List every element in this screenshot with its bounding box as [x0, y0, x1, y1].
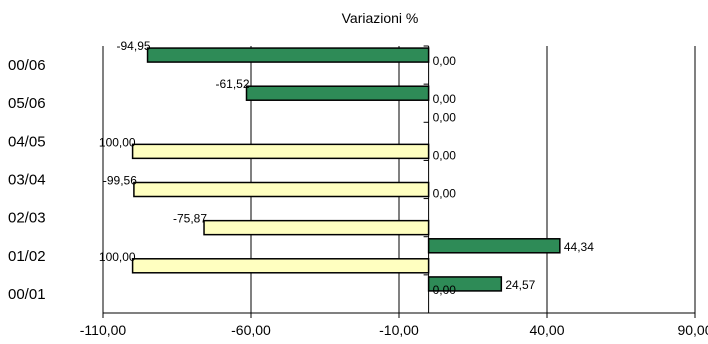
category-label: 03/04 [8, 172, 46, 189]
data-label: -99,56 [103, 174, 137, 188]
data-label: 0,00 [433, 110, 457, 124]
data-label: 0,00 [433, 187, 457, 201]
category-label: 05/06 [8, 95, 46, 112]
category-label: 00/01 [8, 286, 46, 303]
data-label: 44,34 [564, 240, 594, 254]
x-tick-label: -110,00 [80, 322, 127, 338]
data-label: 0,00 [433, 54, 457, 68]
data-label: -61,52 [215, 77, 249, 91]
data-label: 24,57 [505, 278, 535, 292]
bar [429, 239, 560, 253]
bar [133, 259, 429, 273]
bar [204, 221, 429, 235]
bar [247, 86, 429, 100]
data-label: 100,00 [99, 250, 136, 264]
category-label: 02/03 [8, 210, 46, 227]
category-label: 04/05 [8, 133, 46, 150]
category-label: 00/06 [8, 57, 46, 74]
x-tick-label: 90,00 [677, 322, 708, 338]
data-label: -75,87 [173, 212, 207, 226]
x-tick-label: 40,00 [529, 322, 564, 338]
bar-layer [133, 48, 560, 291]
category-label: 01/02 [8, 248, 46, 265]
bar [134, 183, 429, 197]
chart-title: Variazioni % [342, 10, 419, 26]
data-label: 0,00 [433, 149, 457, 163]
data-label: 0,00 [433, 92, 457, 106]
bar [148, 48, 429, 62]
x-tick-label: -10,00 [379, 322, 419, 338]
bar [133, 144, 429, 158]
data-label: 100,00 [99, 135, 136, 149]
x-tick-label: -60,00 [231, 322, 271, 338]
data-label: 0,00 [433, 283, 457, 297]
data-label: -94,95 [117, 39, 151, 53]
